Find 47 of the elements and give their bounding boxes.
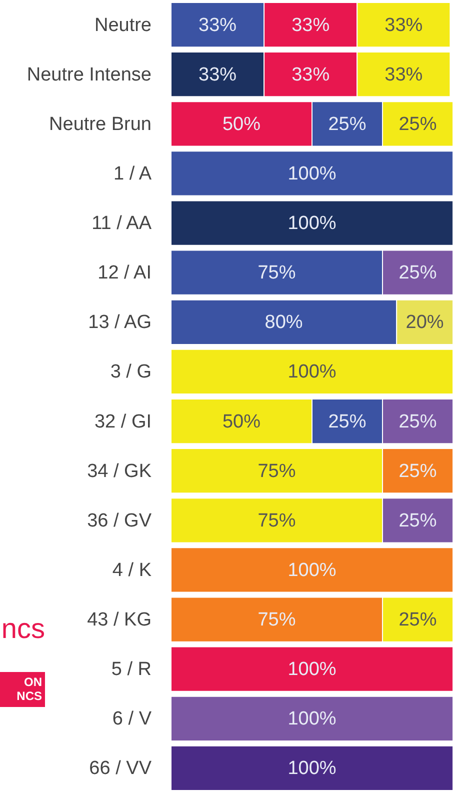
data-label: 33%	[292, 64, 330, 86]
y-tick-label: 1 / A	[113, 163, 152, 184]
data-label: 50%	[222, 411, 261, 432]
data-label: 20%	[406, 312, 444, 334]
y-tick-label: Neutre Brun	[49, 114, 152, 135]
y-tick-label: 34 / GK	[87, 460, 152, 482]
data-label: 25%	[398, 411, 437, 432]
data-label: 25%	[328, 114, 366, 135]
y-tick-label: 5 / R	[111, 659, 152, 680]
data-label: 100%	[288, 708, 336, 730]
text: ncs	[1, 613, 45, 644]
y-tick-label: 11 / AA	[92, 213, 152, 234]
data-label: 33%	[384, 64, 423, 86]
y-tick-label: 6 / V	[112, 708, 152, 730]
data-label: 50%	[222, 114, 261, 135]
text: ON NCS	[16, 675, 42, 703]
data-label: 33%	[292, 14, 330, 36]
data-label: 100%	[288, 659, 336, 680]
data-label: 100%	[288, 758, 336, 780]
data-label: 25%	[398, 262, 437, 284]
y-tick-label: 66 / VV	[89, 758, 152, 780]
y-tick-label: 13 / AG	[88, 312, 152, 334]
data-label: 25%	[398, 460, 437, 482]
data-label: 25%	[398, 114, 437, 135]
data-label: 25%	[398, 510, 437, 532]
data-label: 100%	[288, 213, 336, 234]
data-label: 25%	[328, 411, 366, 432]
data-label: 33%	[198, 64, 237, 86]
data-label: 75%	[258, 262, 296, 284]
data-label: 75%	[258, 610, 296, 631]
data-label: 80%	[264, 312, 303, 334]
y-tick-label: 32 / GI	[94, 411, 152, 432]
data-label: 75%	[258, 510, 296, 532]
y-tick-label: 4 / K	[112, 560, 152, 581]
data-label: 33%	[198, 14, 237, 36]
data-label: 25%	[398, 610, 437, 631]
data-label: 33%	[384, 14, 423, 36]
y-tick-label: 12 / AI	[98, 262, 152, 284]
data-label: 100%	[288, 560, 336, 581]
y-tick-label: 43 / KG	[87, 610, 152, 631]
y-tick-label: 3 / G	[110, 362, 152, 383]
y-tick-label: 36 / GV	[87, 510, 152, 532]
data-label: 100%	[288, 163, 336, 184]
y-tick-label: Neutre	[94, 14, 152, 36]
data-label: 100%	[288, 362, 336, 383]
y-tick-label: Neutre Intense	[26, 64, 152, 86]
data-label: 75%	[258, 460, 296, 482]
